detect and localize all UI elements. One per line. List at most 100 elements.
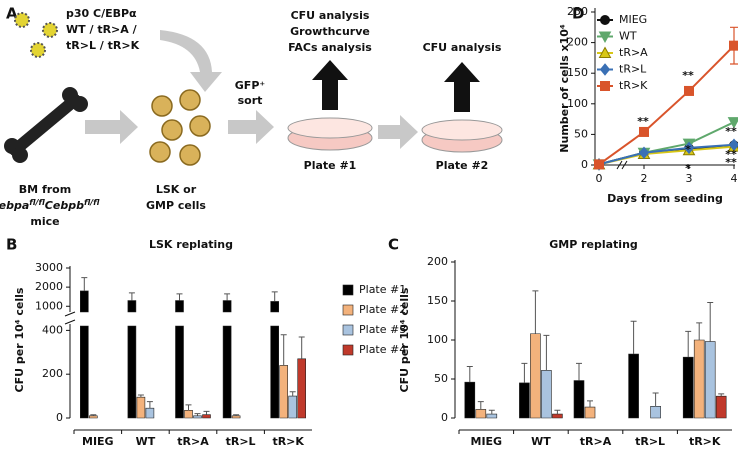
x-tick-label: tR>L <box>226 435 256 448</box>
arrow <box>228 110 274 144</box>
y-tick-label: 3000 <box>35 261 63 274</box>
y-tick-label: 150 <box>567 66 588 79</box>
error-bar <box>488 409 495 415</box>
point <box>683 141 695 155</box>
error-bar <box>696 322 703 340</box>
legend-swatch <box>342 324 354 336</box>
error-bar <box>543 334 550 371</box>
line <box>598 143 735 166</box>
bar <box>682 356 694 419</box>
error-bar <box>554 409 561 415</box>
axis-break <box>616 160 628 170</box>
legend-label: Plate #2 <box>359 303 406 316</box>
dish <box>421 119 503 141</box>
source-label: Cebpafl/flCebpbfl/fl <box>0 198 100 213</box>
y-tick-label: 0 <box>581 158 588 171</box>
point <box>638 146 650 160</box>
bar <box>270 301 279 419</box>
point <box>600 15 610 25</box>
point <box>598 46 612 58</box>
point <box>729 40 738 51</box>
x-tick-label: MIEG <box>82 435 114 448</box>
error-bar <box>652 392 659 407</box>
panel-label: A <box>6 5 18 23</box>
x-tick-label: WT <box>531 435 551 448</box>
bar <box>89 415 98 419</box>
x-tick-label: tR>K <box>272 435 304 448</box>
analysis: Growthcurve <box>290 25 370 38</box>
y-tick-label: 100 <box>567 97 588 110</box>
y-tick-label: 200 <box>42 367 63 380</box>
y-tick-label: 150 <box>427 294 448 307</box>
error-bar <box>280 334 287 366</box>
error-bar <box>521 362 528 383</box>
point <box>684 85 694 96</box>
construct-line: tR>L / tR>K <box>66 39 140 52</box>
bar <box>193 415 202 419</box>
error-bar <box>224 293 231 301</box>
error-bar <box>289 391 296 397</box>
analysis: FACs analysis <box>288 41 372 54</box>
y-tick-label: 200 <box>567 36 588 49</box>
error-bar <box>203 410 210 415</box>
bar <box>650 406 661 419</box>
arrow <box>85 110 138 144</box>
line <box>598 121 735 166</box>
significance: ** <box>725 156 737 169</box>
error-bar <box>194 413 201 416</box>
axis-break <box>64 311 76 325</box>
error-bar <box>685 330 692 358</box>
y-tick-label: 50 <box>434 372 448 385</box>
y-tick-label: 2000 <box>35 280 63 293</box>
up-arrow <box>444 62 480 112</box>
point <box>728 138 738 152</box>
legend-label: tR>A <box>619 46 648 59</box>
bar <box>628 353 639 419</box>
bar <box>222 300 232 419</box>
x-tick-label: tR>L <box>635 435 665 448</box>
point <box>599 63 611 76</box>
panel-label: B <box>6 236 17 254</box>
plate-name: Plate #1 <box>304 159 357 172</box>
point <box>598 31 612 44</box>
source-label: mice <box>30 215 59 228</box>
dish <box>287 117 373 139</box>
x-tick-label: tR>K <box>689 435 721 448</box>
legend-label: MIEG <box>619 13 647 26</box>
construct-line: p30 C/EBPα <box>66 7 137 20</box>
significance: ** <box>725 148 737 161</box>
legend-label: WT <box>619 30 637 43</box>
error-bar <box>477 401 484 410</box>
y-tick-label: 0 <box>56 411 63 424</box>
legend-label: tR>K <box>619 79 648 92</box>
bar <box>184 410 193 419</box>
bar <box>584 406 596 419</box>
error-bar <box>466 366 473 383</box>
legend-swatch <box>342 344 354 356</box>
bar <box>715 395 727 419</box>
bar <box>175 300 184 419</box>
cells <box>149 89 211 166</box>
error-bar <box>271 291 278 302</box>
error-bar <box>576 362 582 381</box>
construct-line: WT / tR>A / <box>66 23 138 36</box>
y-tick-label: 400 <box>42 323 63 336</box>
bar <box>552 413 563 419</box>
panel-label: D <box>572 5 584 23</box>
error-bar <box>233 414 240 416</box>
error-bar <box>630 320 637 355</box>
x-tick-label: 0 <box>596 172 603 185</box>
x-tick-label: MIEG <box>471 435 503 448</box>
error-bar <box>81 277 88 291</box>
legend-label: Plate #3 <box>359 323 406 336</box>
y-tick-label: 0 <box>441 411 448 424</box>
x-tick-label: tR>A <box>580 435 612 448</box>
bar <box>693 339 705 419</box>
analysis: CFU analysis <box>291 9 370 22</box>
curved-arrow <box>160 30 222 92</box>
error-bar <box>718 393 725 397</box>
error-bar <box>185 404 192 411</box>
charts: D 0 50 100 150 200 250 0 2 3 4 Days from seeding Num… <box>6 5 738 448</box>
source-label: BM from <box>19 183 71 196</box>
